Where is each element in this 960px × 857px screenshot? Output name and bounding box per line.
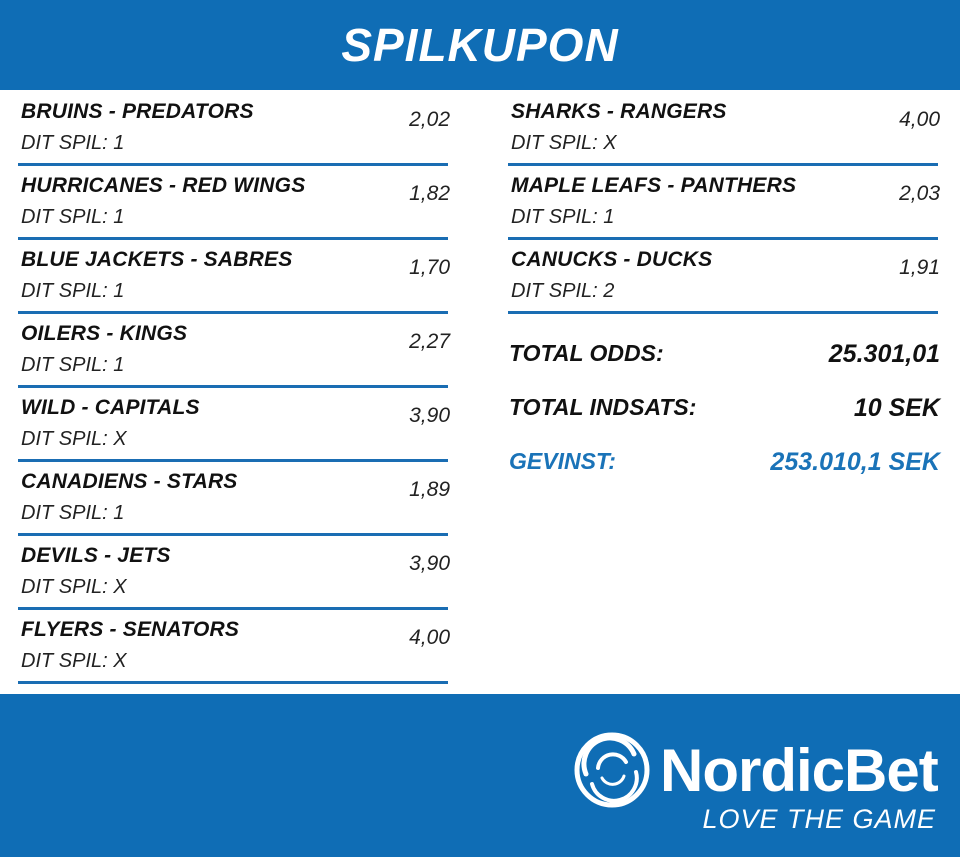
page-title: SPILKUPON — [341, 19, 619, 71]
bet-odds: 2,27 — [409, 330, 450, 353]
bet-row: OILERS - KINGS DIT SPIL: 1 2,27 — [18, 314, 450, 388]
bet-pick: DIT SPIL: X — [21, 650, 127, 672]
total-stake-row: TOTAL INDSATS: 10 SEK — [508, 394, 940, 448]
bet-row: BRUINS - PREDATORS DIT SPIL: 1 2,02 — [18, 92, 450, 166]
totals-panel: TOTAL ODDS: 25.301,01 TOTAL INDSATS: 10 … — [508, 340, 940, 502]
bet-list-left: BRUINS - PREDATORS DIT SPIL: 1 2,02 HURR… — [18, 92, 450, 684]
bet-pick: DIT SPIL: 1 — [511, 206, 615, 228]
bet-pick: DIT SPIL: 1 — [21, 206, 125, 228]
bet-pick: DIT SPIL: X — [21, 428, 127, 450]
bet-match: DEVILS - JETS — [21, 544, 171, 567]
bet-row: DEVILS - JETS DIT SPIL: X 3,90 — [18, 536, 450, 610]
bet-pick: DIT SPIL: 1 — [21, 502, 125, 524]
bet-row: SHARKS - RANGERS DIT SPIL: X 4,00 — [508, 92, 940, 166]
bet-match: OILERS - KINGS — [21, 322, 188, 345]
winnings-label: GEVINST: — [509, 448, 616, 474]
bet-odds: 4,00 — [899, 108, 940, 131]
bet-match: CANADIENS - STARS — [21, 470, 238, 493]
bet-row: CANUCKS - DUCKS DIT SPIL: 2 1,91 — [508, 240, 940, 314]
bet-pick: DIT SPIL: X — [511, 132, 617, 154]
total-stake-value: 10 SEK — [853, 394, 940, 422]
header-banner: SPILKUPON — [0, 0, 960, 90]
bet-match: BRUINS - PREDATORS — [21, 100, 254, 123]
bet-row: HURRICANES - RED WINGS DIT SPIL: 1 1,82 — [18, 166, 450, 240]
bet-odds: 2,02 — [409, 108, 450, 131]
winnings-value: 253.010,1 SEK — [770, 448, 940, 476]
bet-odds: 3,90 — [409, 404, 450, 427]
total-odds-value: 25.301,01 — [828, 340, 940, 368]
bet-match: HURRICANES - RED WINGS — [21, 174, 306, 197]
bet-odds: 1,82 — [409, 182, 450, 205]
total-stake-label: TOTAL INDSATS: — [509, 394, 697, 420]
bet-row: WILD - CAPITALS DIT SPIL: X 3,90 — [18, 388, 450, 462]
bet-pick: DIT SPIL: 1 — [21, 280, 125, 302]
bet-odds: 1,91 — [899, 256, 940, 279]
bet-row: MAPLE LEAFS - PANTHERS DIT SPIL: 1 2,03 — [508, 166, 940, 240]
bet-row: FLYERS - SENATORS DIT SPIL: X 4,00 — [18, 610, 450, 684]
bet-match: SHARKS - RANGERS — [511, 100, 727, 123]
bet-match: FLYERS - SENATORS — [21, 618, 240, 641]
bet-odds: 4,00 — [409, 626, 450, 649]
brand-name: NordicBet — [660, 737, 939, 804]
bet-pick: DIT SPIL: 1 — [21, 132, 125, 154]
bet-match: CANUCKS - DUCKS — [511, 248, 713, 271]
bet-row: CANADIENS - STARS DIT SPIL: 1 1,89 — [18, 462, 450, 536]
bet-odds: 1,70 — [409, 256, 450, 279]
winnings-row: GEVINST: 253.010,1 SEK — [508, 448, 940, 502]
bet-match: WILD - CAPITALS — [21, 396, 200, 419]
bet-match: MAPLE LEAFS - PANTHERS — [511, 174, 797, 197]
footer-banner: NordicBet LOVE THE GAME — [0, 694, 960, 857]
nordicbet-swirl-icon — [574, 732, 650, 808]
bet-odds: 3,90 — [409, 552, 450, 575]
total-odds-label: TOTAL ODDS: — [509, 340, 664, 366]
bet-pick: DIT SPIL: 1 — [21, 354, 125, 376]
bet-row: BLUE JACKETS - SABRES DIT SPIL: 1 1,70 — [18, 240, 450, 314]
bet-list-right: SHARKS - RANGERS DIT SPIL: X 4,00 MAPLE … — [508, 92, 940, 314]
bet-match: BLUE JACKETS - SABRES — [21, 248, 293, 271]
brand-tagline: LOVE THE GAME — [702, 804, 936, 834]
bet-odds: 2,03 — [899, 182, 940, 205]
bet-pick: DIT SPIL: X — [21, 576, 127, 598]
bet-odds: 1,89 — [409, 478, 450, 501]
total-odds-row: TOTAL ODDS: 25.301,01 — [508, 340, 940, 394]
bet-pick: DIT SPIL: 2 — [511, 280, 615, 302]
